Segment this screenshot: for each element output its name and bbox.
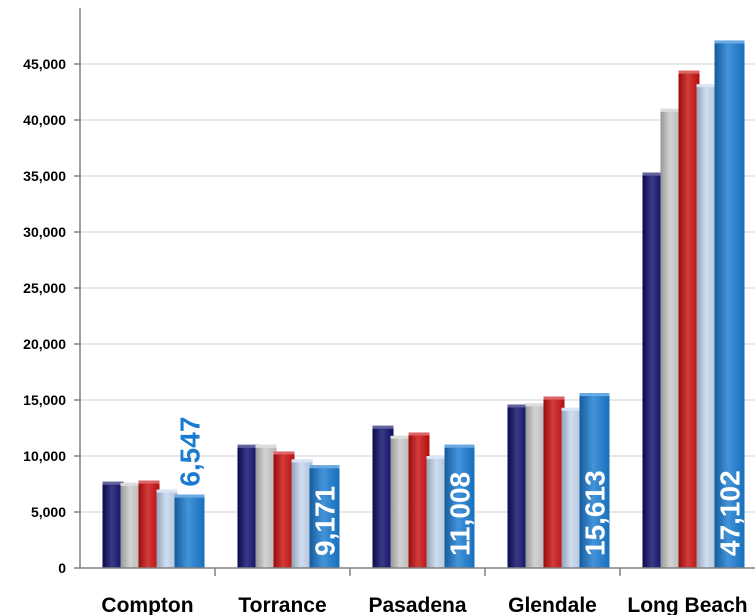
bar-top bbox=[372, 425, 394, 429]
bar-top bbox=[678, 70, 700, 74]
x-tick-label: Glendale bbox=[508, 594, 597, 615]
data-label: 47,102 bbox=[715, 470, 746, 556]
data-label: 6,547 bbox=[175, 417, 206, 487]
bar-top bbox=[102, 481, 124, 485]
bar-top bbox=[156, 489, 178, 493]
y-tick-label: 10,000 bbox=[23, 448, 66, 464]
bar-top bbox=[507, 404, 529, 408]
bar-top bbox=[543, 396, 565, 400]
bar-top bbox=[408, 432, 430, 436]
bar-top bbox=[642, 172, 664, 176]
x-tick-label: Long Beach bbox=[627, 594, 747, 615]
bar bbox=[444, 444, 475, 568]
y-tick-label: 35,000 bbox=[23, 168, 66, 184]
bar bbox=[102, 481, 124, 568]
bar bbox=[291, 459, 313, 568]
y-tick-label: 5,000 bbox=[31, 504, 66, 520]
bar-top bbox=[390, 435, 412, 439]
data-labels: 6,547 9,171 11,008 15,613 47,102 bbox=[175, 417, 746, 556]
bar bbox=[543, 396, 565, 568]
x-tick-label: Pasadena bbox=[368, 594, 466, 615]
bar bbox=[138, 480, 160, 568]
bar-top bbox=[273, 451, 295, 455]
axes bbox=[74, 8, 755, 576]
bar bbox=[561, 407, 583, 568]
y-tick-label: 20,000 bbox=[23, 336, 66, 352]
bar bbox=[156, 489, 178, 568]
bar bbox=[237, 444, 259, 568]
bar-top bbox=[291, 459, 313, 463]
bar bbox=[696, 84, 718, 568]
bar bbox=[174, 494, 205, 568]
bar bbox=[507, 404, 529, 568]
bar-top bbox=[660, 108, 682, 112]
bar bbox=[714, 40, 745, 569]
bar-top bbox=[579, 393, 610, 397]
bar bbox=[390, 435, 412, 568]
data-label: 11,008 bbox=[445, 472, 476, 556]
bar bbox=[309, 465, 340, 568]
x-tick-labels: Compton Torrance Pasadena Glendale Long Beac… bbox=[101, 594, 747, 615]
y-tick-label: 45,000 bbox=[23, 56, 66, 72]
bar-top bbox=[426, 456, 448, 459]
bar-top bbox=[309, 465, 340, 469]
bar bbox=[120, 482, 142, 568]
y-tick-label: 25,000 bbox=[23, 280, 66, 296]
bar bbox=[579, 393, 610, 568]
bar bbox=[660, 108, 682, 569]
bar bbox=[273, 451, 295, 568]
y-tick-labels: 0 5,000 10,000 15,000 20,000 25,000 30,000 35,0… bbox=[23, 56, 66, 576]
bar-top bbox=[120, 482, 142, 486]
bar-top bbox=[138, 480, 160, 484]
bar bbox=[678, 70, 700, 568]
bar-top bbox=[714, 40, 745, 44]
data-label: 15,613 bbox=[580, 470, 611, 556]
bar bbox=[255, 444, 277, 568]
grid bbox=[80, 63, 755, 513]
y-tick-label: 0 bbox=[58, 560, 66, 576]
y-tick-label: 30,000 bbox=[23, 224, 66, 240]
bar bbox=[372, 425, 394, 568]
bar-top bbox=[174, 494, 205, 498]
bar bbox=[642, 172, 664, 568]
data-label: 9,171 bbox=[310, 486, 341, 556]
bar-top bbox=[255, 444, 277, 448]
bar-top bbox=[237, 444, 259, 448]
bar-top bbox=[444, 444, 475, 448]
x-tick-label: Compton bbox=[101, 594, 193, 615]
bar-top bbox=[561, 407, 583, 411]
y-tick-label: 15,000 bbox=[23, 392, 66, 408]
bar-top bbox=[525, 403, 547, 407]
bar bbox=[426, 456, 448, 568]
y-tick-label: 40,000 bbox=[23, 112, 66, 128]
bars bbox=[102, 40, 745, 569]
bar bbox=[408, 432, 430, 568]
bar bbox=[525, 403, 547, 568]
bar-top bbox=[696, 84, 718, 88]
x-tick-label: Torrance bbox=[238, 594, 326, 615]
